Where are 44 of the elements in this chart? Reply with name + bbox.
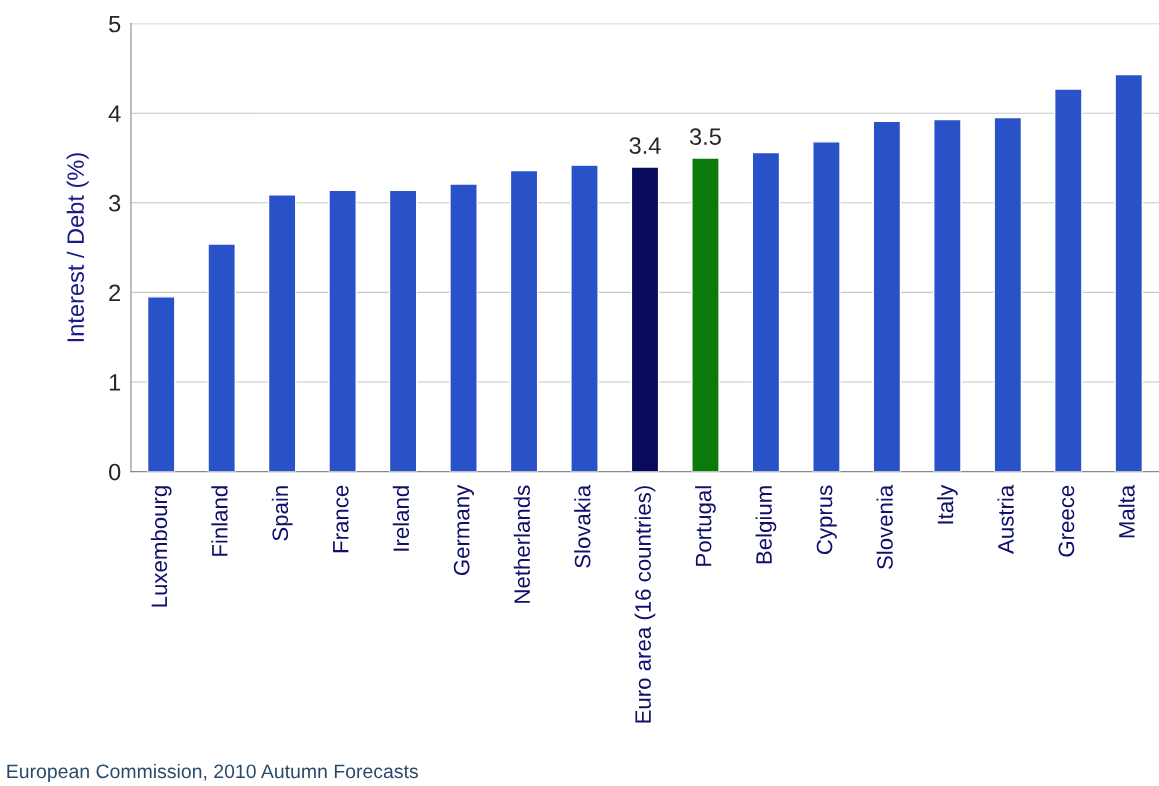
y-axis-title: Interest / Debt (%) (66, 153, 89, 342)
bar (751, 151, 781, 472)
x-tick-label: Italy (936, 484, 958, 524)
bar (1053, 88, 1083, 472)
x-tick-label: Finland (211, 486, 228, 556)
text: European Commission, 2010 Autumn Forecasts (7, 763, 418, 783)
y-tick-label: 0 (109, 463, 121, 481)
bar (812, 141, 841, 472)
y-tick-label: 1 (109, 374, 121, 391)
y-tick-label: 3 (109, 194, 121, 212)
y-tick-label: 5 (109, 15, 121, 33)
bar (449, 183, 478, 472)
data-label: 3.5 (689, 128, 721, 145)
x-tick-label: Belgium (755, 486, 777, 564)
y-tick-label: 4 (108, 105, 121, 122)
x-tick-label: Austria (997, 484, 1014, 554)
x-tick-label: Germany (453, 484, 474, 576)
x-tick-label: Euro area (16 countries) (634, 486, 656, 723)
x-tick-label: Slovenia (876, 484, 893, 570)
bar (630, 166, 660, 472)
x-tick-label: Ireland (392, 486, 410, 551)
x-tick-label: Portugal (695, 486, 716, 566)
bar (1114, 73, 1144, 472)
bar (691, 157, 720, 472)
x-tick-label: France (333, 485, 349, 553)
x-tick-label: Spain (271, 486, 293, 541)
data-label: 3.4 (629, 137, 661, 154)
x-tick-label: Malta (1118, 484, 1135, 538)
x-tick-label: Cyprus (816, 485, 837, 555)
bar (570, 164, 599, 472)
x-tick-label: Slovakia (574, 484, 591, 568)
bar (388, 189, 418, 472)
y-tick-label: 2 (109, 284, 121, 301)
bar (267, 194, 297, 472)
x-tick-label: Netherlands (513, 485, 530, 603)
bar (146, 296, 176, 472)
bar (207, 243, 236, 472)
bar (993, 116, 1023, 472)
bar (933, 118, 962, 472)
bar (872, 120, 902, 472)
bar (509, 169, 539, 472)
bar (328, 189, 357, 472)
x-tick-label: Greece (1058, 485, 1075, 557)
x-tick-label: Luxembourg (150, 486, 172, 607)
